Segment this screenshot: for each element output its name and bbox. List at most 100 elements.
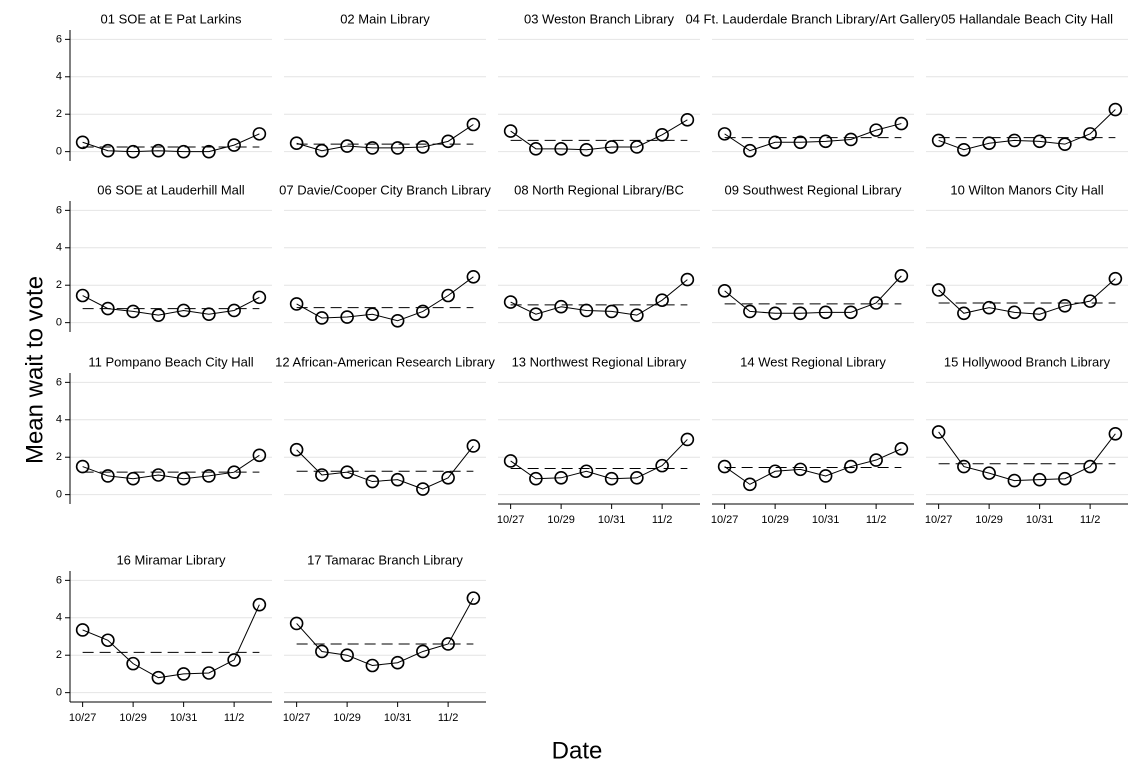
panel-title: 13 Northwest Regional Library xyxy=(512,354,687,369)
data-point xyxy=(931,133,946,148)
data-point xyxy=(151,468,166,482)
panel-title: 11 Pompano Beach City Hall xyxy=(88,354,253,369)
data-point xyxy=(793,135,808,150)
data-point xyxy=(604,304,619,319)
data-point xyxy=(289,297,304,311)
data-point xyxy=(604,140,619,154)
panel-title: 03 Weston Branch Library xyxy=(524,11,675,26)
data-point xyxy=(529,142,543,156)
x-tick-label: 10/31 xyxy=(1026,514,1054,526)
panel: 16 Miramar Library 0 2 4 6 10/27 10/29 10/31 11/… xyxy=(56,552,272,724)
panel: 15 Hollywood Branch Library 10/27 10/29 10/… xyxy=(925,354,1128,526)
data-point xyxy=(75,459,90,474)
x-tick-label: 10/31 xyxy=(384,712,412,724)
data-line xyxy=(82,454,260,480)
panel: 09 Southwest Regional Library xyxy=(712,182,914,324)
data-point xyxy=(340,648,354,663)
data-point xyxy=(390,472,405,487)
data-point xyxy=(176,667,191,681)
data-point xyxy=(466,439,481,453)
data-point xyxy=(202,666,216,680)
data-point xyxy=(680,432,695,447)
data-point xyxy=(227,465,241,479)
data-point xyxy=(101,143,115,158)
data-point xyxy=(289,616,304,631)
data-point xyxy=(630,308,644,322)
data-line xyxy=(296,124,474,152)
data-point xyxy=(1007,133,1022,148)
panel: 10 Wilton Manors City Hall xyxy=(926,182,1128,324)
data-point xyxy=(466,591,481,605)
data-point xyxy=(252,448,267,463)
x-axis-label: Date xyxy=(552,737,603,764)
data-point xyxy=(1032,307,1047,322)
data-point xyxy=(101,469,115,483)
data-point xyxy=(315,468,329,482)
data-line xyxy=(296,276,474,322)
data-point xyxy=(579,303,594,318)
data-point xyxy=(390,655,405,670)
data-point xyxy=(176,144,191,159)
panel-title: 01 SOE at E Pat Larkins xyxy=(101,11,242,26)
data-point xyxy=(75,288,90,303)
data-point xyxy=(768,306,782,321)
data-point xyxy=(768,135,782,150)
data-point xyxy=(793,462,808,477)
data-point xyxy=(365,658,380,673)
data-line xyxy=(510,439,688,480)
panel: 17 Tamarac Branch Library 10/27 10/29 10/31… xyxy=(283,552,486,724)
x-tick-label: 10/31 xyxy=(170,712,198,724)
y-tick-label: 2 xyxy=(56,279,62,291)
data-point xyxy=(931,283,946,297)
data-point xyxy=(869,453,883,467)
panel: 04 Ft. Lauderdale Branch Library/Art Gal… xyxy=(685,11,941,158)
data-point xyxy=(441,470,455,485)
data-point xyxy=(252,127,267,141)
data-point xyxy=(630,470,644,485)
data-point xyxy=(202,469,216,483)
data-point xyxy=(869,123,883,137)
data-point xyxy=(982,136,996,151)
data-point xyxy=(126,144,140,159)
panel-title: 06 SOE at Lauderhill Mall xyxy=(97,182,245,197)
x-tick-label: 11/2 xyxy=(652,514,673,526)
x-tick-label: 10/29 xyxy=(547,514,575,526)
panel: 01 SOE at E Pat Larkins 0 2 4 6 xyxy=(56,11,272,161)
panel-title: 16 Miramar Library xyxy=(116,552,226,567)
data-point xyxy=(340,310,354,324)
data-line xyxy=(296,597,474,667)
data-point xyxy=(289,442,304,457)
data-point xyxy=(1108,271,1123,286)
data-point xyxy=(894,269,909,283)
panel: 14 West Regional Library 10/27 10/29 10/31 1… xyxy=(711,354,914,526)
y-tick-label: 0 xyxy=(56,687,62,699)
data-point xyxy=(101,301,115,316)
data-point xyxy=(390,313,405,328)
panel-title: 10 Wilton Manors City Hall xyxy=(950,182,1103,197)
x-tick-label: 11/2 xyxy=(866,514,887,526)
data-point xyxy=(1058,471,1072,486)
data-point xyxy=(503,295,518,309)
y-tick-label: 2 xyxy=(56,451,62,463)
data-point xyxy=(151,670,166,685)
data-point xyxy=(202,307,216,322)
y-tick-label: 6 xyxy=(56,204,62,216)
y-tick-label: 6 xyxy=(56,376,62,388)
data-point xyxy=(743,143,757,158)
data-point xyxy=(982,300,996,315)
data-point xyxy=(957,142,971,157)
data-point xyxy=(1108,427,1123,441)
data-point xyxy=(390,141,405,155)
data-point xyxy=(680,113,695,127)
data-point xyxy=(818,469,833,483)
data-point xyxy=(680,272,695,287)
data-point xyxy=(604,471,619,486)
data-point xyxy=(503,454,518,468)
panel-title: 07 Davie/Cooper City Branch Library xyxy=(279,182,491,197)
data-point xyxy=(365,474,380,489)
panel: 03 Weston Branch Library xyxy=(498,11,700,157)
x-tick-label: 10/29 xyxy=(975,514,1003,526)
y-tick-label: 0 xyxy=(56,489,62,501)
data-point xyxy=(176,471,191,486)
data-point xyxy=(340,465,354,479)
